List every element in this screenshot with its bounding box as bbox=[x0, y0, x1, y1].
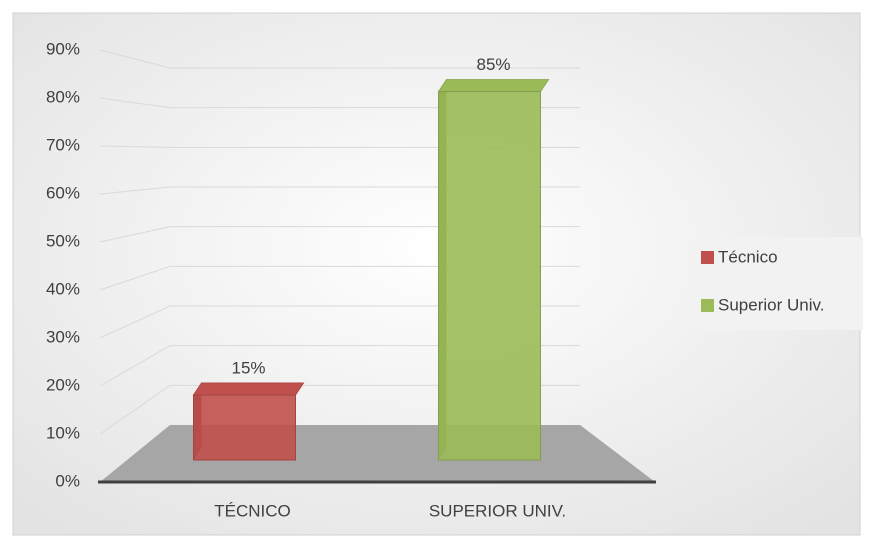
y-tick-label: 10% bbox=[46, 423, 80, 442]
y-tick-label: 50% bbox=[46, 231, 80, 250]
y-tick-label: 80% bbox=[46, 87, 80, 106]
x-tick-label: TÉCNICO bbox=[214, 501, 291, 520]
data-label: 85% bbox=[476, 55, 510, 74]
y-tick-label: 0% bbox=[55, 471, 80, 490]
y-tick-label: 90% bbox=[46, 39, 80, 58]
bar-top bbox=[437, 79, 550, 93]
legend-label: Técnico bbox=[718, 247, 778, 266]
y-tick-label: 60% bbox=[46, 183, 80, 202]
legend-swatch bbox=[701, 251, 714, 264]
bar-top bbox=[192, 382, 305, 396]
x-tick-label: SUPERIOR UNIV. bbox=[429, 501, 566, 520]
floor bbox=[100, 425, 655, 482]
y-tick-label: 40% bbox=[46, 279, 80, 298]
bar-front bbox=[193, 394, 296, 461]
legend-label: Superior Univ. bbox=[718, 295, 824, 314]
y-tick-label: 30% bbox=[46, 327, 80, 346]
bar-front bbox=[438, 91, 541, 461]
legend-swatch bbox=[701, 299, 714, 312]
bar bbox=[437, 79, 550, 461]
data-label: 15% bbox=[231, 358, 265, 377]
y-tick-label: 70% bbox=[46, 135, 80, 154]
bar bbox=[192, 382, 305, 461]
y-tick-label: 20% bbox=[46, 375, 80, 394]
legend-box bbox=[695, 237, 863, 330]
grid-line bbox=[99, 49, 580, 69]
